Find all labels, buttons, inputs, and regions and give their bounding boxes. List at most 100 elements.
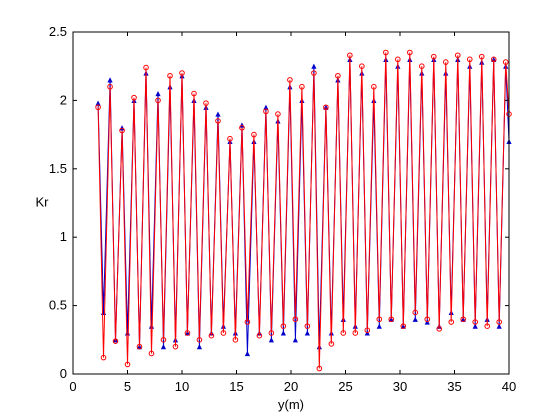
data-point	[100, 354, 107, 361]
data-point	[304, 323, 311, 329]
data-point	[160, 337, 167, 343]
data-point	[244, 319, 251, 325]
x-tick-label: 30	[393, 379, 407, 394]
data-point	[347, 52, 353, 59]
data-point	[136, 343, 143, 350]
data-point	[472, 319, 479, 325]
data-point	[160, 344, 167, 350]
data-point	[466, 56, 473, 63]
data-point	[502, 59, 509, 65]
data-point	[400, 323, 406, 329]
data-point	[280, 330, 286, 336]
data-point	[395, 56, 401, 63]
data-point	[124, 361, 131, 368]
data-point	[107, 83, 113, 90]
data-point	[311, 63, 317, 69]
data-point	[352, 330, 359, 336]
data-point	[256, 332, 263, 339]
data-point	[124, 330, 131, 336]
data-point	[292, 337, 298, 343]
data-point	[268, 337, 274, 343]
data-point	[155, 97, 161, 104]
y-tick-label: 2.5	[49, 24, 67, 39]
x-tick-label: 0	[69, 379, 76, 394]
data-point	[179, 70, 185, 76]
x-tick-label: 20	[284, 379, 298, 394]
data-point	[208, 332, 215, 339]
data-point	[412, 316, 418, 322]
data-point	[196, 337, 203, 343]
data-point	[287, 77, 293, 83]
data-point	[328, 341, 335, 347]
x-tick-label: 10	[175, 379, 189, 394]
x-tick-label: 40	[502, 379, 516, 394]
data-point	[244, 350, 250, 357]
data-point	[275, 111, 281, 117]
data-point	[340, 330, 347, 336]
x-tick-label: 5	[124, 379, 131, 394]
data-point	[436, 326, 443, 332]
data-point	[371, 83, 377, 90]
data-point	[95, 104, 101, 111]
data-point	[316, 365, 323, 372]
data-point	[215, 118, 221, 124]
data-point	[227, 135, 233, 142]
y-tick-label: 0	[60, 366, 67, 381]
data-point	[232, 337, 239, 343]
data-point	[472, 323, 478, 329]
x-tick-label: 35	[447, 379, 461, 394]
data-point	[442, 59, 449, 65]
data-point	[412, 309, 419, 316]
data-point	[448, 319, 455, 325]
y-tick-label: 0.5	[49, 298, 67, 313]
data-point	[491, 56, 497, 62]
data-point	[220, 330, 227, 336]
series-1	[95, 49, 512, 372]
data-point	[203, 100, 209, 106]
data-point	[419, 63, 425, 69]
data-point	[148, 350, 155, 357]
data-point	[167, 72, 173, 79]
data-point	[496, 323, 502, 329]
data-point	[184, 330, 191, 336]
data-point	[196, 344, 203, 350]
data-point	[376, 316, 383, 323]
data-point	[172, 343, 179, 350]
data-point	[496, 319, 502, 325]
data-point	[119, 127, 125, 134]
series-layer	[95, 49, 512, 372]
x-tick-label: 15	[229, 379, 243, 394]
data-point	[131, 94, 137, 101]
data-point	[268, 330, 275, 336]
series-line	[97, 52, 510, 369]
plot-frame	[72, 31, 510, 375]
x-axis-label: y(m)	[278, 397, 304, 412]
data-point	[484, 323, 491, 329]
data-point	[490, 56, 497, 63]
data-point	[263, 108, 269, 115]
data-point	[107, 77, 113, 83]
plot-background	[73, 32, 509, 374]
data-point	[424, 316, 431, 323]
data-point	[251, 131, 257, 138]
data-point	[191, 90, 197, 97]
data-point	[460, 316, 467, 323]
data-point	[388, 316, 395, 323]
data-point	[143, 64, 149, 71]
x-tick-label: 25	[338, 379, 352, 394]
data-point	[263, 104, 269, 110]
data-point	[323, 104, 329, 111]
data-point	[400, 323, 407, 329]
data-point	[155, 90, 161, 97]
data-point	[376, 323, 382, 329]
data-point	[454, 52, 461, 59]
data-point	[95, 100, 101, 106]
data-point	[383, 49, 389, 56]
y-axis-label: Kr	[36, 194, 50, 209]
data-point	[215, 111, 221, 117]
data-point	[430, 53, 437, 60]
data-point	[112, 338, 119, 344]
data-point	[304, 330, 310, 336]
